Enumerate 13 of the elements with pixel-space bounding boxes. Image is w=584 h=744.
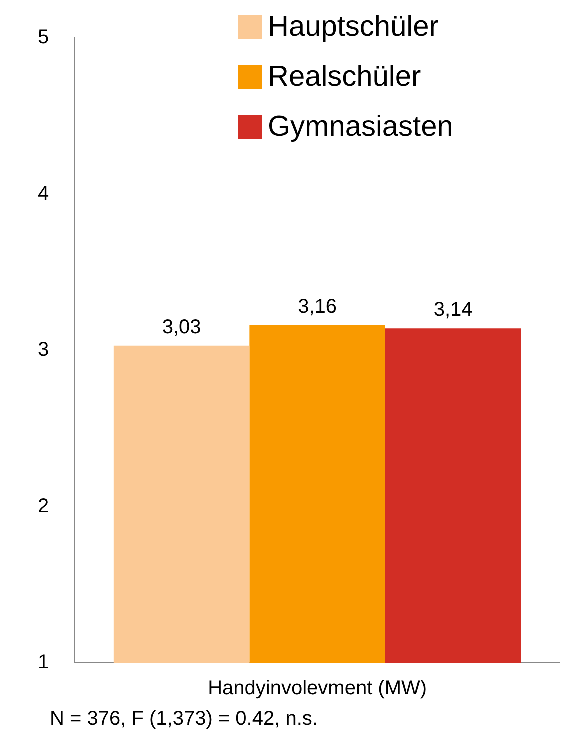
legend-label: Hauptschüler (268, 10, 439, 44)
text: N = 376, F (1,373) = 0.42, n.s. (50, 708, 318, 731)
x-axis-title: Handyinvolevment (MW) (208, 678, 428, 700)
y-tick-label: 1 (38, 652, 50, 674)
legend-label: Gymnasiasten (268, 110, 454, 144)
data-label: 3,03 (162, 316, 202, 338)
data-label: 3,14 (434, 299, 473, 322)
y-tick-label: 5 (38, 26, 50, 49)
legend-label: Realschüler (268, 60, 422, 94)
data-label: 3,16 (298, 296, 338, 318)
y-tick-label: 4 (38, 182, 50, 205)
y-tick-label: 2 (38, 495, 50, 518)
y-tick-label: 3 (38, 339, 50, 362)
